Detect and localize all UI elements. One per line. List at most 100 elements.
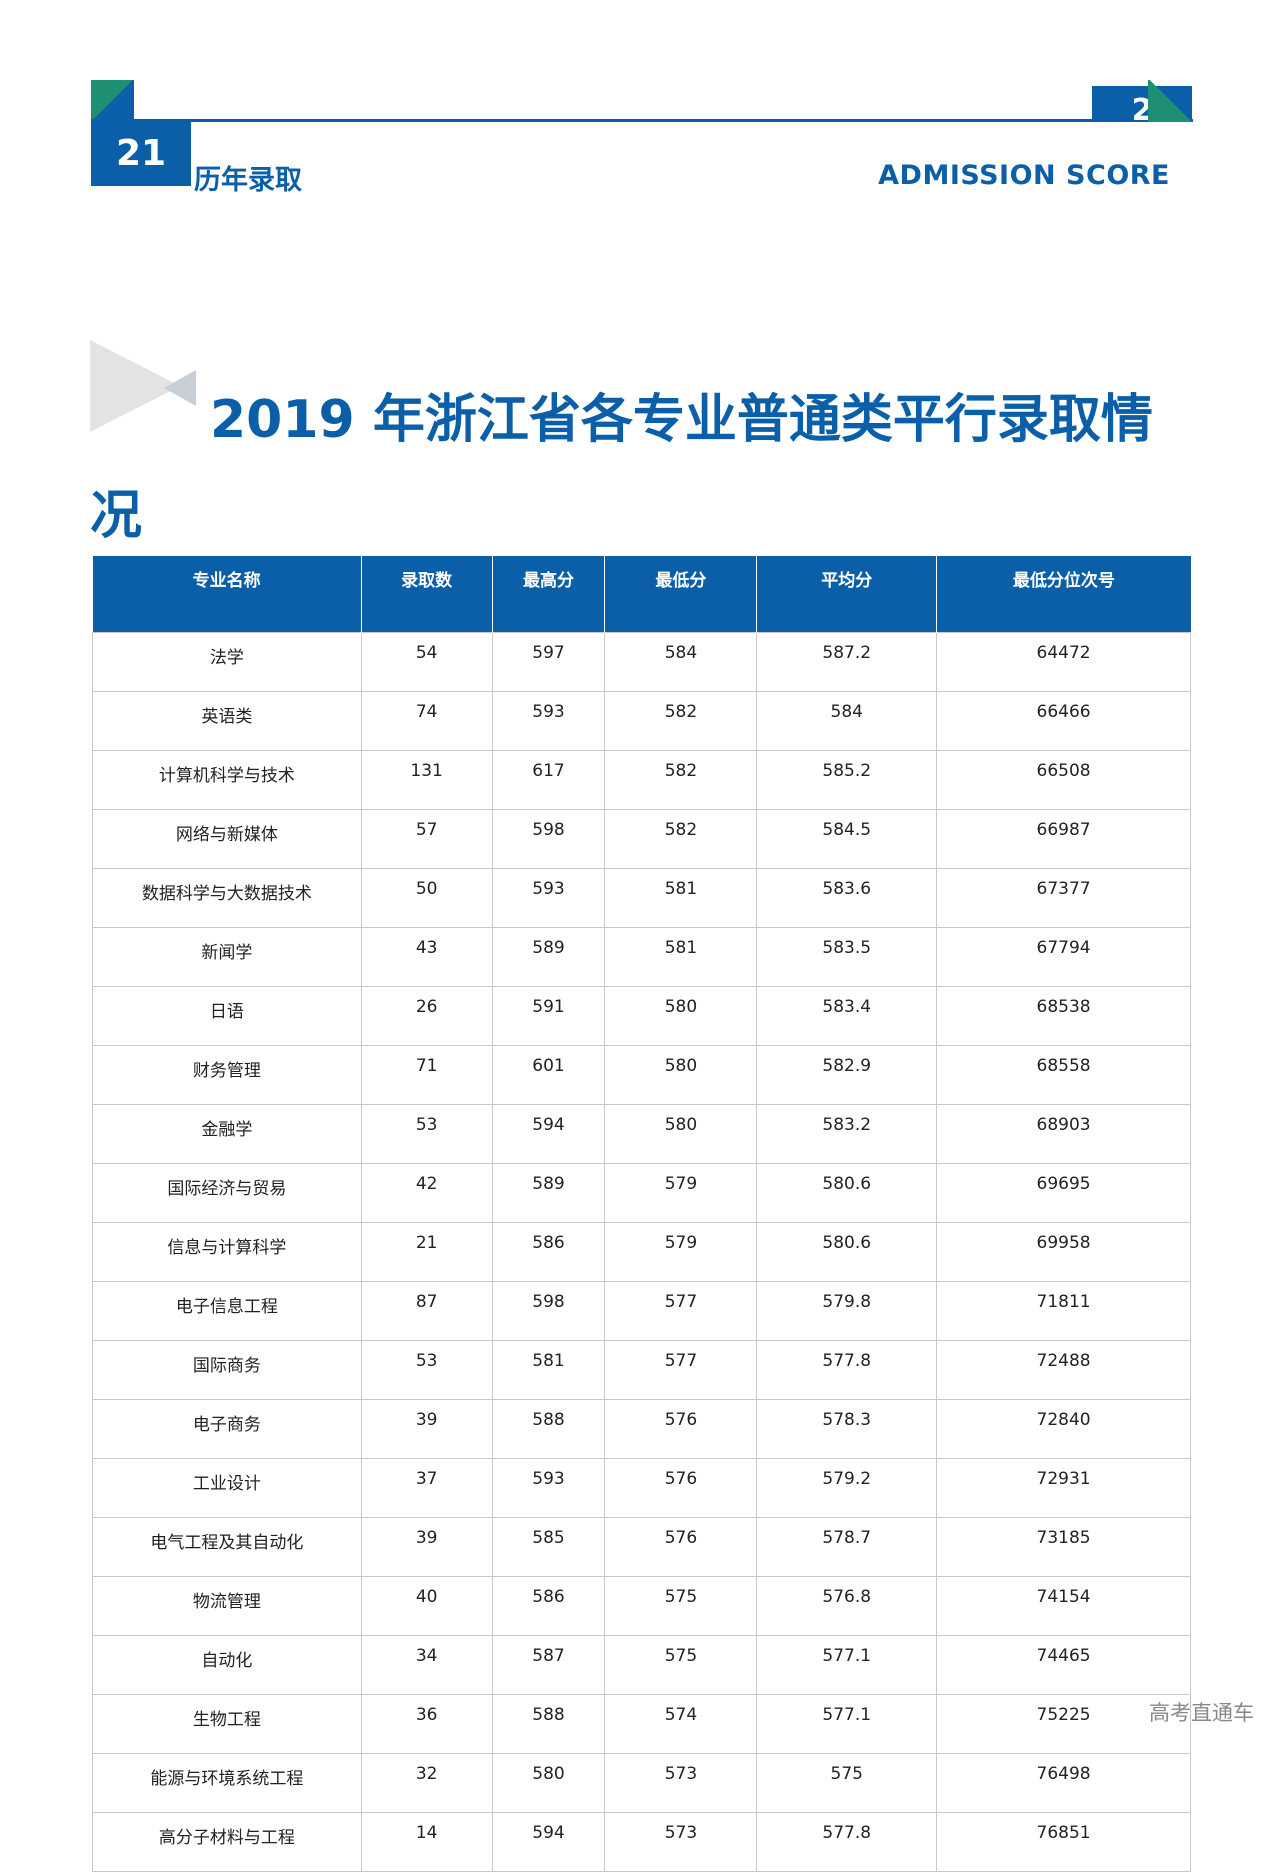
column-header: 最高分 <box>491 556 605 633</box>
min-rank-cell: 74154 <box>936 1576 1191 1636</box>
min-rank-cell: 64472 <box>936 632 1191 692</box>
table-row: 工业设计 37 593 576 579.2 72931 <box>92 1458 1191 1518</box>
admitted-count-cell: 34 <box>360 1635 493 1695</box>
max-score-cell: 581 <box>491 1340 606 1400</box>
admitted-count-cell: 54 <box>360 632 493 692</box>
avg-score-cell: 583.2 <box>756 1104 938 1164</box>
play-arrow-icon <box>90 340 196 432</box>
admitted-count-cell: 39 <box>360 1517 493 1577</box>
table-row: 电气工程及其自动化 39 585 576 578.7 73185 <box>92 1517 1191 1577</box>
avg-score-cell: 585.2 <box>756 750 938 810</box>
table-row: 财务管理 71 601 580 582.9 68558 <box>92 1045 1191 1105</box>
avg-score-cell: 577.1 <box>756 1635 938 1695</box>
max-score-cell: 588 <box>491 1399 606 1459</box>
table-row: 生物工程 36 588 574 577.1 75225 <box>92 1694 1191 1754</box>
min-rank-cell: 72488 <box>936 1340 1191 1400</box>
avg-score-cell: 584.5 <box>756 809 938 869</box>
max-score-cell: 588 <box>491 1694 606 1754</box>
min-score-cell: 575 <box>604 1576 758 1636</box>
min-score-cell: 580 <box>604 1045 758 1105</box>
table-row: 计算机科学与技术 131 617 582 585.2 66508 <box>92 750 1191 810</box>
min-rank-cell: 76498 <box>936 1753 1191 1813</box>
column-header: 最低分 <box>604 556 757 633</box>
min-score-cell: 579 <box>604 1163 758 1223</box>
max-score-cell: 586 <box>491 1576 606 1636</box>
max-score-cell: 587 <box>491 1635 606 1695</box>
max-score-cell: 593 <box>491 868 606 928</box>
min-score-cell: 577 <box>604 1281 758 1341</box>
major-name-cell: 英语类 <box>92 691 362 751</box>
major-name-cell: 财务管理 <box>92 1045 362 1105</box>
admitted-count-cell: 26 <box>360 986 493 1046</box>
max-score-cell: 598 <box>491 809 606 869</box>
table-row: 日语 26 591 580 583.4 68538 <box>92 986 1191 1046</box>
table-row: 高分子材料与工程 14 594 573 577.8 76851 <box>92 1812 1191 1872</box>
major-name-cell: 高分子材料与工程 <box>92 1812 362 1872</box>
min-score-cell: 576 <box>604 1399 758 1459</box>
min-rank-cell: 76851 <box>936 1812 1191 1872</box>
min-rank-cell: 66466 <box>936 691 1191 751</box>
admitted-count-cell: 43 <box>360 927 493 987</box>
admitted-count-cell: 53 <box>360 1340 493 1400</box>
max-score-cell: 594 <box>491 1104 606 1164</box>
min-rank-cell: 68903 <box>936 1104 1191 1164</box>
column-header: 专业名称 <box>92 556 362 633</box>
table-row: 网络与新媒体 57 598 582 584.5 66987 <box>92 809 1191 869</box>
admitted-count-cell: 21 <box>360 1222 493 1282</box>
table-row: 金融学 53 594 580 583.2 68903 <box>92 1104 1191 1164</box>
min-score-cell: 580 <box>604 986 758 1046</box>
max-score-cell: 593 <box>491 1458 606 1518</box>
major-name-cell: 数据科学与大数据技术 <box>92 868 362 928</box>
admitted-count-cell: 39 <box>360 1399 493 1459</box>
min-score-cell: 582 <box>604 750 758 810</box>
min-rank-cell: 72840 <box>936 1399 1191 1459</box>
min-score-cell: 584 <box>604 632 758 692</box>
min-score-cell: 581 <box>604 927 758 987</box>
avg-score-cell: 579.2 <box>756 1458 938 1518</box>
min-score-cell: 573 <box>604 1753 758 1813</box>
avg-score-cell: 583.4 <box>756 986 938 1046</box>
max-score-cell: 594 <box>491 1812 606 1872</box>
min-rank-cell: 68538 <box>936 986 1191 1046</box>
table-row: 国际商务 53 581 577 577.8 72488 <box>92 1340 1191 1400</box>
min-rank-cell: 73185 <box>936 1517 1191 1577</box>
major-name-cell: 电子信息工程 <box>92 1281 362 1341</box>
major-name-cell: 新闻学 <box>92 927 362 987</box>
table-row: 国际经济与贸易 42 589 579 580.6 69695 <box>92 1163 1191 1223</box>
major-name-cell: 国际商务 <box>92 1340 362 1400</box>
avg-score-cell: 580.6 <box>756 1163 938 1223</box>
major-name-cell: 电子商务 <box>92 1399 362 1459</box>
major-name-cell: 工业设计 <box>92 1458 362 1518</box>
admitted-count-cell: 40 <box>360 1576 493 1636</box>
max-score-cell: 601 <box>491 1045 606 1105</box>
avg-score-cell: 583.5 <box>756 927 938 987</box>
max-score-cell: 593 <box>491 691 606 751</box>
min-score-cell: 576 <box>604 1517 758 1577</box>
header-english-label: ADMISSION SCORE <box>878 160 1170 191</box>
major-name-cell: 日语 <box>92 986 362 1046</box>
major-name-cell: 计算机科学与技术 <box>92 750 362 810</box>
major-name-cell: 信息与计算科学 <box>92 1222 362 1282</box>
min-score-cell: 576 <box>604 1458 758 1518</box>
table-row: 英语类 74 593 582 584 66466 <box>92 691 1191 751</box>
avg-score-cell: 583.6 <box>756 868 938 928</box>
avg-score-cell: 577.8 <box>756 1340 938 1400</box>
max-score-cell: 598 <box>491 1281 606 1341</box>
min-rank-cell: 69958 <box>936 1222 1191 1282</box>
table-header-row: 专业名称 录取数 最高分 最低分 平均分 最低分位次号 <box>92 556 1191 633</box>
min-rank-cell: 72931 <box>936 1458 1191 1518</box>
min-score-cell: 582 <box>604 809 758 869</box>
admission-score-table: 专业名称 录取数 最高分 最低分 平均分 最低分位次号 法学 54 597 584 58… <box>92 556 1191 1872</box>
header-corner-decoration-left <box>91 80 134 120</box>
min-score-cell: 580 <box>604 1104 758 1164</box>
avg-score-cell: 587.2 <box>756 632 938 692</box>
max-score-cell: 586 <box>491 1222 606 1282</box>
table-row: 新闻学 43 589 581 583.5 67794 <box>92 927 1191 987</box>
major-name-cell: 电气工程及其自动化 <box>92 1517 362 1577</box>
avg-score-cell: 582.9 <box>756 1045 938 1105</box>
min-rank-cell: 71811 <box>936 1281 1191 1341</box>
admitted-count-cell: 131 <box>360 750 493 810</box>
min-rank-cell: 69695 <box>936 1163 1191 1223</box>
major-name-cell: 物流管理 <box>92 1576 362 1636</box>
avg-score-cell: 576.8 <box>756 1576 938 1636</box>
